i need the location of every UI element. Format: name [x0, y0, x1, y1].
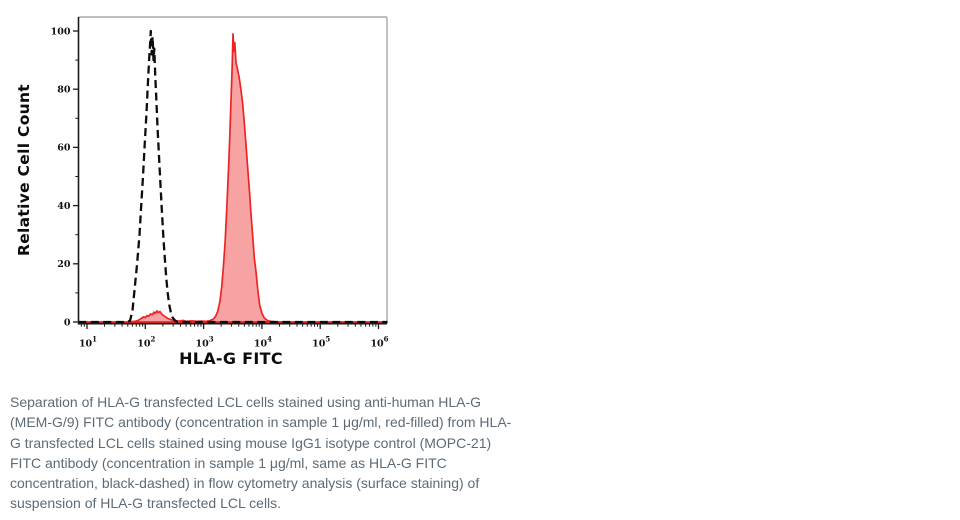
- svg-text:0: 0: [64, 317, 71, 328]
- x-axis-label: HLA-G FITC: [179, 349, 283, 368]
- svg-text:100: 100: [51, 26, 71, 37]
- svg-text:104: 104: [254, 335, 272, 350]
- figure-caption: Separation of HLA-G transfected LCL cell…: [10, 394, 512, 512]
- svg-text:103: 103: [196, 335, 214, 350]
- svg-text:20: 20: [57, 259, 71, 270]
- svg-text:80: 80: [57, 85, 71, 96]
- series-isotype-control-dashed: [78, 29, 388, 324]
- flow-histogram-svg: 101 102 103 104 105 106 0 20 40 60 80 100: [51, 16, 389, 350]
- series-hla-g-fitc-red: [77, 33, 389, 323]
- svg-text:105: 105: [312, 335, 330, 350]
- svg-text:40: 40: [57, 201, 71, 212]
- flow-cytometry-figure: Relative Cell Count 101 102 103 104 105 106 0 2…: [0, 0, 440, 380]
- svg-text:60: 60: [57, 143, 71, 154]
- svg-text:102: 102: [137, 335, 155, 350]
- svg-text:101: 101: [79, 335, 97, 350]
- svg-text:106: 106: [370, 335, 388, 350]
